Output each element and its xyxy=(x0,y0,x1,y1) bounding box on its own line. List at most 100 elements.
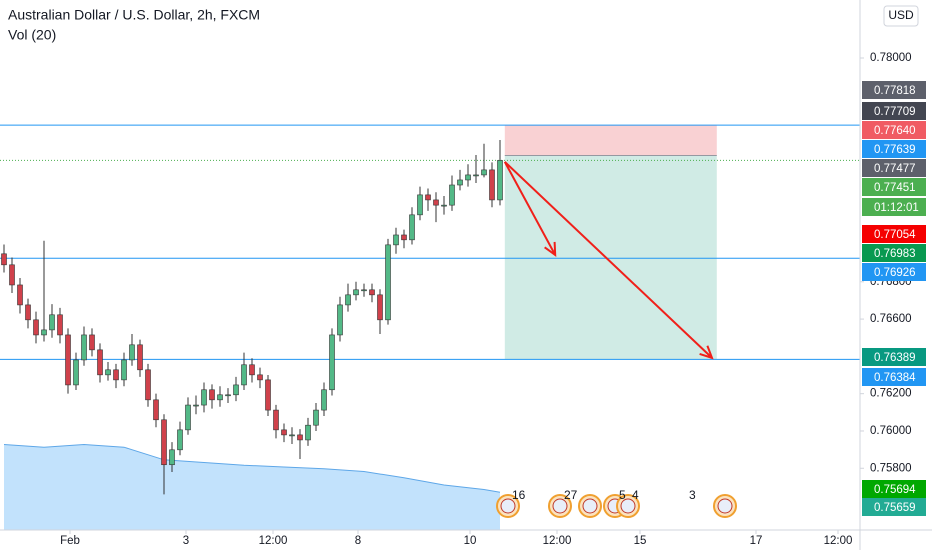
candle-body xyxy=(233,384,239,396)
candle-body xyxy=(497,160,503,201)
candle-body xyxy=(17,284,23,306)
price-label: 0.75659 xyxy=(874,502,916,514)
volume-ma-line xyxy=(3,443,501,493)
candle-body xyxy=(305,424,311,441)
candle-body xyxy=(289,434,295,437)
event-count: 16 xyxy=(512,488,526,502)
candle-body xyxy=(121,359,127,381)
price-label-box xyxy=(862,81,926,99)
event-flag xyxy=(582,498,598,514)
candle-body xyxy=(361,289,367,292)
candle-body xyxy=(329,334,335,391)
arrow xyxy=(504,161,714,360)
candle-body xyxy=(481,169,487,176)
price-label: 0.76926 xyxy=(874,267,916,279)
candle-body xyxy=(369,289,375,296)
x-tick-label: 8 xyxy=(355,535,361,547)
candle-body xyxy=(1,253,7,266)
event-count: 27 xyxy=(564,488,578,502)
y-tick-label: 0.78000 xyxy=(870,52,912,64)
candle-body xyxy=(105,369,111,376)
candle-body xyxy=(409,214,415,241)
price-label: 0.76983 xyxy=(874,248,916,260)
price-label-box xyxy=(862,480,926,498)
price-label: 0.77640 xyxy=(874,125,916,137)
price-label: 0.77639 xyxy=(874,144,916,156)
candle-body xyxy=(217,394,223,401)
candle-body xyxy=(185,404,191,431)
price-label-box xyxy=(862,244,926,262)
candle-body xyxy=(193,404,199,407)
candle-body xyxy=(257,374,263,381)
candle-body xyxy=(377,294,383,321)
candle-body xyxy=(457,179,463,186)
candle-body xyxy=(337,304,343,336)
candle-body xyxy=(25,304,31,321)
candle-body xyxy=(33,319,39,336)
candle-body xyxy=(177,429,183,451)
candle-body xyxy=(49,314,55,331)
y-tick-label: 0.75800 xyxy=(870,462,912,474)
candle-body xyxy=(145,369,151,401)
price-label-box xyxy=(862,263,926,281)
candle-body xyxy=(73,359,79,386)
plot xyxy=(0,124,860,530)
candle-body xyxy=(89,334,95,351)
candle-body xyxy=(321,389,327,411)
stop-zone xyxy=(504,125,717,156)
price-label-box xyxy=(862,198,926,216)
x-tick-label: 15 xyxy=(634,535,647,547)
candle-body xyxy=(441,204,447,207)
candle-body xyxy=(433,199,439,206)
candle-body xyxy=(9,264,15,286)
candle-body xyxy=(129,344,135,361)
candle-body xyxy=(473,174,479,177)
y-tick-label: 0.76600 xyxy=(870,313,912,325)
candle-body xyxy=(465,174,471,181)
candle-body xyxy=(297,434,303,441)
candle-body xyxy=(425,194,431,201)
y-tick-label: 0.76200 xyxy=(870,388,912,400)
price-label: 0.77054 xyxy=(874,229,916,241)
candle-body xyxy=(137,344,143,371)
candle-body xyxy=(57,314,63,336)
event-flag xyxy=(552,498,568,514)
candle-body xyxy=(273,409,279,431)
x-tick-label: 12:00 xyxy=(543,535,572,547)
price-label-box xyxy=(862,498,926,516)
candle-body xyxy=(281,429,287,436)
candle-body xyxy=(113,369,119,381)
price-label: 0.77451 xyxy=(874,182,916,194)
candle-body xyxy=(265,379,271,411)
candle-body xyxy=(393,234,399,246)
currency-button[interactable] xyxy=(883,5,919,27)
candle-body xyxy=(153,399,159,421)
y-tick-label: 0.76000 xyxy=(870,425,912,437)
currency-button-label[interactable]: USD xyxy=(888,8,914,22)
candle-body xyxy=(209,389,215,401)
x-tick-label: 17 xyxy=(750,535,763,547)
price-label: 0.77818 xyxy=(874,85,916,97)
price-label-box xyxy=(862,140,926,158)
target-zone xyxy=(504,155,717,360)
candle-body xyxy=(241,364,247,386)
price-label: 0.75694 xyxy=(874,484,916,496)
candle-body xyxy=(65,334,71,386)
x-tick-label: Feb xyxy=(60,535,80,547)
price-label: 0.76389 xyxy=(874,352,916,364)
price-label: 0.76384 xyxy=(874,372,916,384)
candle-body xyxy=(417,194,423,216)
volume-ma-area xyxy=(4,444,500,530)
price-label: 0.77477 xyxy=(874,163,916,175)
x-tick-label: 3 xyxy=(183,535,189,547)
candle-body xyxy=(201,389,207,406)
price-label-box xyxy=(862,348,926,366)
price-label-box xyxy=(862,159,926,177)
candle-body xyxy=(401,234,407,241)
x-tick-label: 12:00 xyxy=(824,535,853,547)
candle-body xyxy=(97,349,103,376)
candle-body xyxy=(385,244,391,321)
